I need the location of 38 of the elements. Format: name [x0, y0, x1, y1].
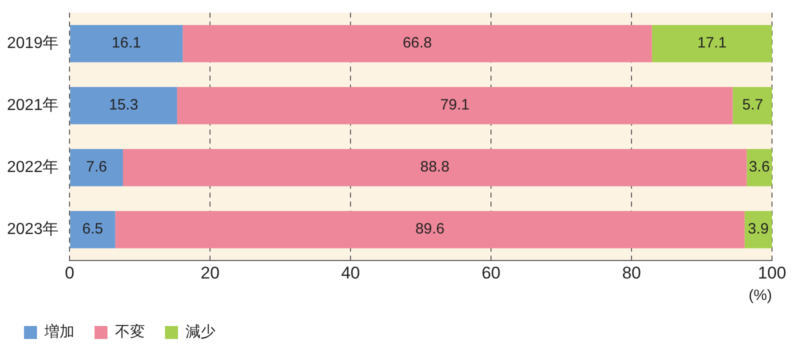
y-tick-label: 2023年	[7, 221, 59, 238]
data-label: 17.1	[697, 34, 727, 52]
legend-label: 増加	[44, 324, 74, 341]
bar	[746, 149, 772, 186]
x-tick-label: 40	[341, 263, 360, 282]
x-tick-label: 60	[482, 263, 500, 282]
x-tick-label: 0	[64, 263, 74, 282]
data-label: 66.8	[402, 34, 432, 52]
x-axis-title: (%)	[748, 287, 772, 304]
x-tick-label: 100	[758, 263, 786, 282]
data-label: 6.5	[82, 220, 104, 238]
bar	[70, 87, 178, 124]
bar	[70, 211, 116, 248]
bar	[70, 25, 183, 62]
legend-label: 減少	[186, 324, 216, 341]
bar	[70, 149, 123, 186]
data-label: 5.7	[742, 96, 764, 114]
data-label: 89.6	[415, 220, 445, 238]
data-label: 3.6	[748, 158, 770, 176]
x-tick-label: 80	[622, 263, 641, 282]
y-tick-label: 2021年	[7, 97, 59, 114]
bar	[744, 211, 772, 248]
bar	[182, 25, 652, 62]
data-label: 88.8	[420, 158, 450, 176]
data-label: 7.6	[86, 158, 107, 176]
y-tick-label: 2022年	[7, 159, 59, 176]
data-label: 79.1	[440, 96, 470, 114]
x-tick-label: 20	[200, 263, 220, 282]
bar	[115, 211, 745, 248]
legend-label: 不変	[115, 324, 145, 341]
data-label: 3.9	[748, 220, 769, 238]
bar	[177, 87, 733, 124]
bar	[732, 87, 772, 124]
bar	[652, 25, 772, 62]
data-label: 16.1	[112, 34, 141, 52]
y-tick-label: 2019年	[7, 35, 59, 52]
data-label: 15.3	[108, 96, 138, 114]
bar	[122, 149, 747, 186]
